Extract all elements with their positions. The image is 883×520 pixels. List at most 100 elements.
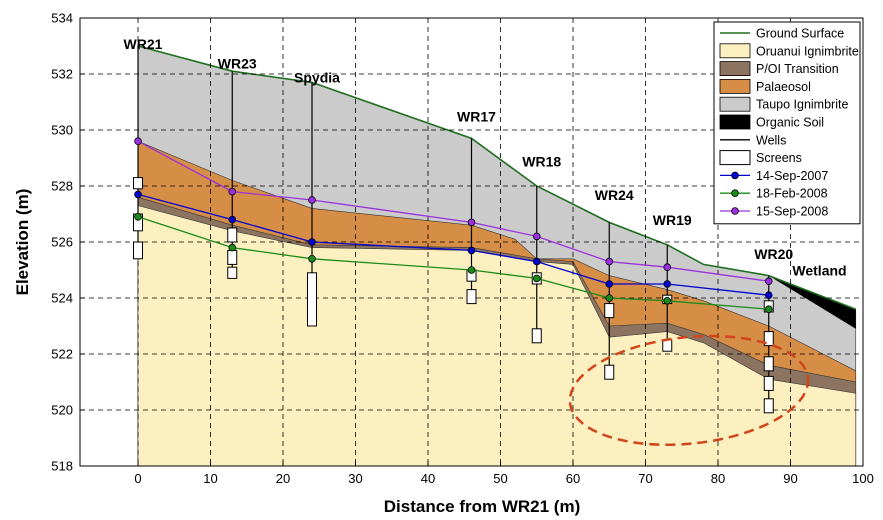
legend-label: Wells xyxy=(756,133,786,147)
series-line-feb2008 xyxy=(137,216,769,310)
well-label: WR19 xyxy=(653,212,692,228)
legend-label: 18-Feb-2008 xyxy=(756,187,828,201)
x-tick-label: 50 xyxy=(493,471,507,486)
well-label: WR24 xyxy=(595,187,634,203)
legend-label: P/OI Transition xyxy=(756,62,839,76)
legend-marker xyxy=(731,189,739,198)
water-level-series xyxy=(134,137,773,314)
series-point-sep2007 xyxy=(532,257,541,266)
y-tick-label: 522 xyxy=(51,347,73,362)
well-screen xyxy=(604,364,615,380)
legend-item: Ground Surface xyxy=(720,27,844,41)
well-label: WR17 xyxy=(457,109,496,125)
legend-label: 14-Sep-2007 xyxy=(756,169,828,183)
series-point-feb2008 xyxy=(467,266,476,274)
well-screen xyxy=(662,339,673,352)
oruanui-layer xyxy=(137,205,857,466)
legend-label: Palaeosol xyxy=(756,80,811,94)
legend-item: Wells xyxy=(720,133,786,147)
ground-surface-line xyxy=(137,45,857,310)
y-axis-title: Elevation (m) xyxy=(13,189,32,296)
well-screen xyxy=(763,356,774,372)
x-tick-label: 70 xyxy=(638,471,652,486)
well-label: WR18 xyxy=(522,153,561,169)
highlight-ellipse xyxy=(568,334,810,447)
well-screen xyxy=(531,328,542,344)
legend-swatch xyxy=(719,79,751,94)
series-point-sep2007 xyxy=(764,291,773,300)
y-tick-label: 534 xyxy=(51,11,73,26)
y-tick-label: 532 xyxy=(51,67,73,82)
series-point-sep2008 xyxy=(605,257,614,266)
x-tick-label: 40 xyxy=(421,471,435,486)
series-point-sep2008 xyxy=(532,232,541,241)
series-line-sep2007 xyxy=(137,193,769,296)
x-tick-label: 90 xyxy=(783,471,797,486)
y-tick-label: 528 xyxy=(51,179,73,194)
well-screen xyxy=(227,227,238,243)
series-point-sep2007 xyxy=(308,238,316,246)
y-tick-label: 524 xyxy=(51,291,73,306)
x-tick-label: 60 xyxy=(566,471,580,486)
series-point-feb2008 xyxy=(605,294,614,302)
annotation-group xyxy=(568,334,810,447)
well-screen xyxy=(763,398,774,414)
x-tick-label: 30 xyxy=(348,471,362,486)
well-screen xyxy=(227,266,238,279)
well-label: WR20 xyxy=(754,246,793,262)
series-point-sep2007 xyxy=(134,190,142,199)
legend-swatch xyxy=(719,43,751,59)
wetland-label: Wetland xyxy=(792,263,846,279)
x-axis-title: Distance from WR21 (m) xyxy=(384,497,580,516)
y-tick-label: 530 xyxy=(51,123,73,138)
x-tick-label: 100 xyxy=(852,471,874,486)
legend-item: Screens xyxy=(719,150,802,166)
legend-item: Oruanui Ignimbrite xyxy=(719,43,859,59)
series-point-sep2008 xyxy=(764,277,773,286)
legend-swatch xyxy=(719,150,751,166)
well-labels: WR21 WR23 Spydia WR17 WR18 WR24 WR19 WR20Wetlan… xyxy=(124,36,847,279)
axis-ticks: 0 10 20 30 40 50 60 70 80 90 100 518 520 522 524 526 528… xyxy=(51,11,874,487)
legend-label: Oruanui Ignimbrite xyxy=(756,44,859,58)
well-screen xyxy=(307,272,317,327)
legend-label: Organic Soil xyxy=(756,116,824,130)
series-point-sep2007 xyxy=(605,280,614,288)
series-point-feb2008 xyxy=(134,213,142,221)
series-point-feb2008 xyxy=(663,296,672,305)
well-screen xyxy=(227,249,238,265)
well-label: WR21 xyxy=(124,36,163,52)
series-point-feb2008 xyxy=(764,305,773,314)
x-tick-label: 20 xyxy=(276,471,290,486)
legend-label: 15-Sep-2008 xyxy=(756,205,828,219)
legend-marker xyxy=(731,207,739,215)
series-point-sep2007 xyxy=(663,280,672,288)
well-screen xyxy=(466,289,477,305)
well-screen xyxy=(604,303,615,319)
series-point-feb2008 xyxy=(308,254,316,263)
well-screen xyxy=(133,177,143,190)
x-tick-label: 10 xyxy=(203,471,217,486)
legend-label: Taupo Ignimbrite xyxy=(756,98,848,112)
series-line-sep2008 xyxy=(137,140,769,282)
legend-item: 18-Feb-2008 xyxy=(720,187,828,201)
y-tick-label: 520 xyxy=(51,403,73,418)
series-point-sep2008 xyxy=(308,196,316,204)
legend-label: Screens xyxy=(756,151,802,165)
legend-item: Taupo Ignimbrite xyxy=(719,96,848,112)
legend-item: 14-Sep-2007 xyxy=(720,169,828,183)
series-point-sep2008 xyxy=(663,263,672,272)
legend: Ground Surface Oruanui Ignimbrite P/OI Tra… xyxy=(713,21,861,225)
legend-swatch xyxy=(719,61,751,76)
legend-item: Palaeosol xyxy=(719,79,811,94)
y-tick-label: 518 xyxy=(51,459,73,474)
series-point-sep2007 xyxy=(467,246,476,255)
legend-item: 15-Sep-2008 xyxy=(720,205,828,219)
x-tick-label: 0 xyxy=(134,471,141,486)
legend-swatch xyxy=(719,114,751,130)
legend-label: Ground Surface xyxy=(756,27,844,41)
series-point-sep2008 xyxy=(134,137,142,146)
well-label: Spydia xyxy=(294,69,340,85)
legend-item: Organic Soil xyxy=(719,114,824,130)
legend-item: P/OI Transition xyxy=(719,61,839,76)
